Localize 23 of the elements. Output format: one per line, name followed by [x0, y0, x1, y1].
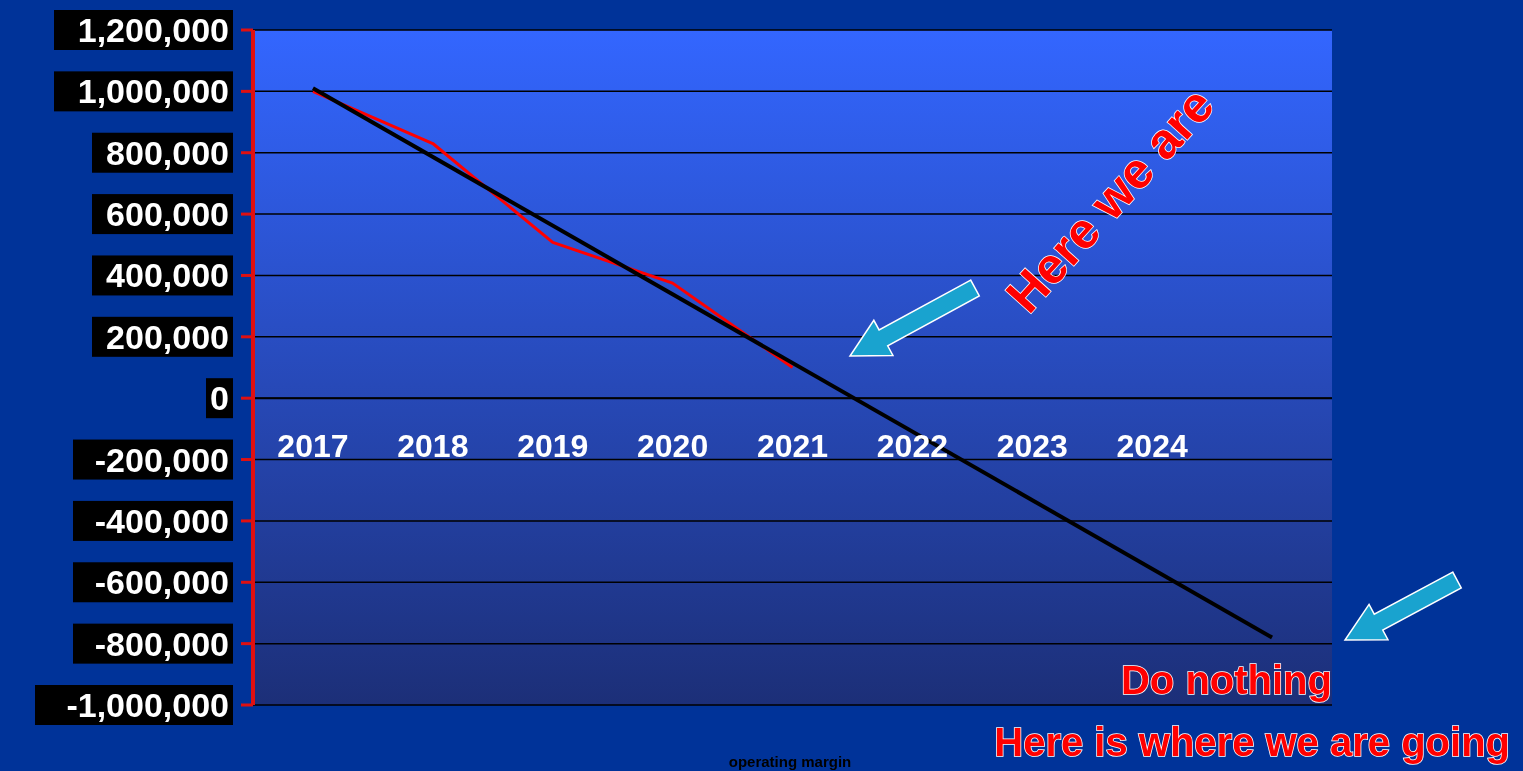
y-tick-label: -600,000	[94, 563, 229, 602]
y-tick-label: 200,000	[106, 317, 229, 356]
x-tick-label: 2023	[996, 428, 1068, 465]
x-tick-label: 2021	[756, 428, 829, 465]
y-tick-label: 400,000	[106, 256, 229, 295]
text: Here is where we are going	[994, 720, 1510, 764]
x-tick-label: 2018	[397, 428, 469, 465]
y-tick-label: 800,000	[106, 133, 229, 172]
x-tick-label: 2020	[637, 428, 709, 465]
y-tick-label: -1,000,000	[66, 686, 229, 724]
y-tick-label: -200,000	[94, 440, 229, 479]
x-tick-label: 2019	[517, 428, 589, 465]
y-tick-label: 1,200,000	[77, 11, 229, 49]
x-axis-title: operating margin	[728, 752, 852, 770]
annotation: Do nothing	[1120, 658, 1332, 702]
x-tick-label: 2022	[876, 428, 948, 465]
y-tick-label: -400,000	[94, 501, 229, 540]
x-tick-label: 2024	[1116, 428, 1188, 465]
y-tick-label: 1,000,000	[77, 72, 229, 111]
y-tick-label: 0	[210, 379, 229, 418]
x-tick-label: 2017	[277, 428, 349, 465]
y-tick-label: 600,000	[106, 195, 229, 234]
y-tick-label: -800,000	[94, 624, 229, 663]
